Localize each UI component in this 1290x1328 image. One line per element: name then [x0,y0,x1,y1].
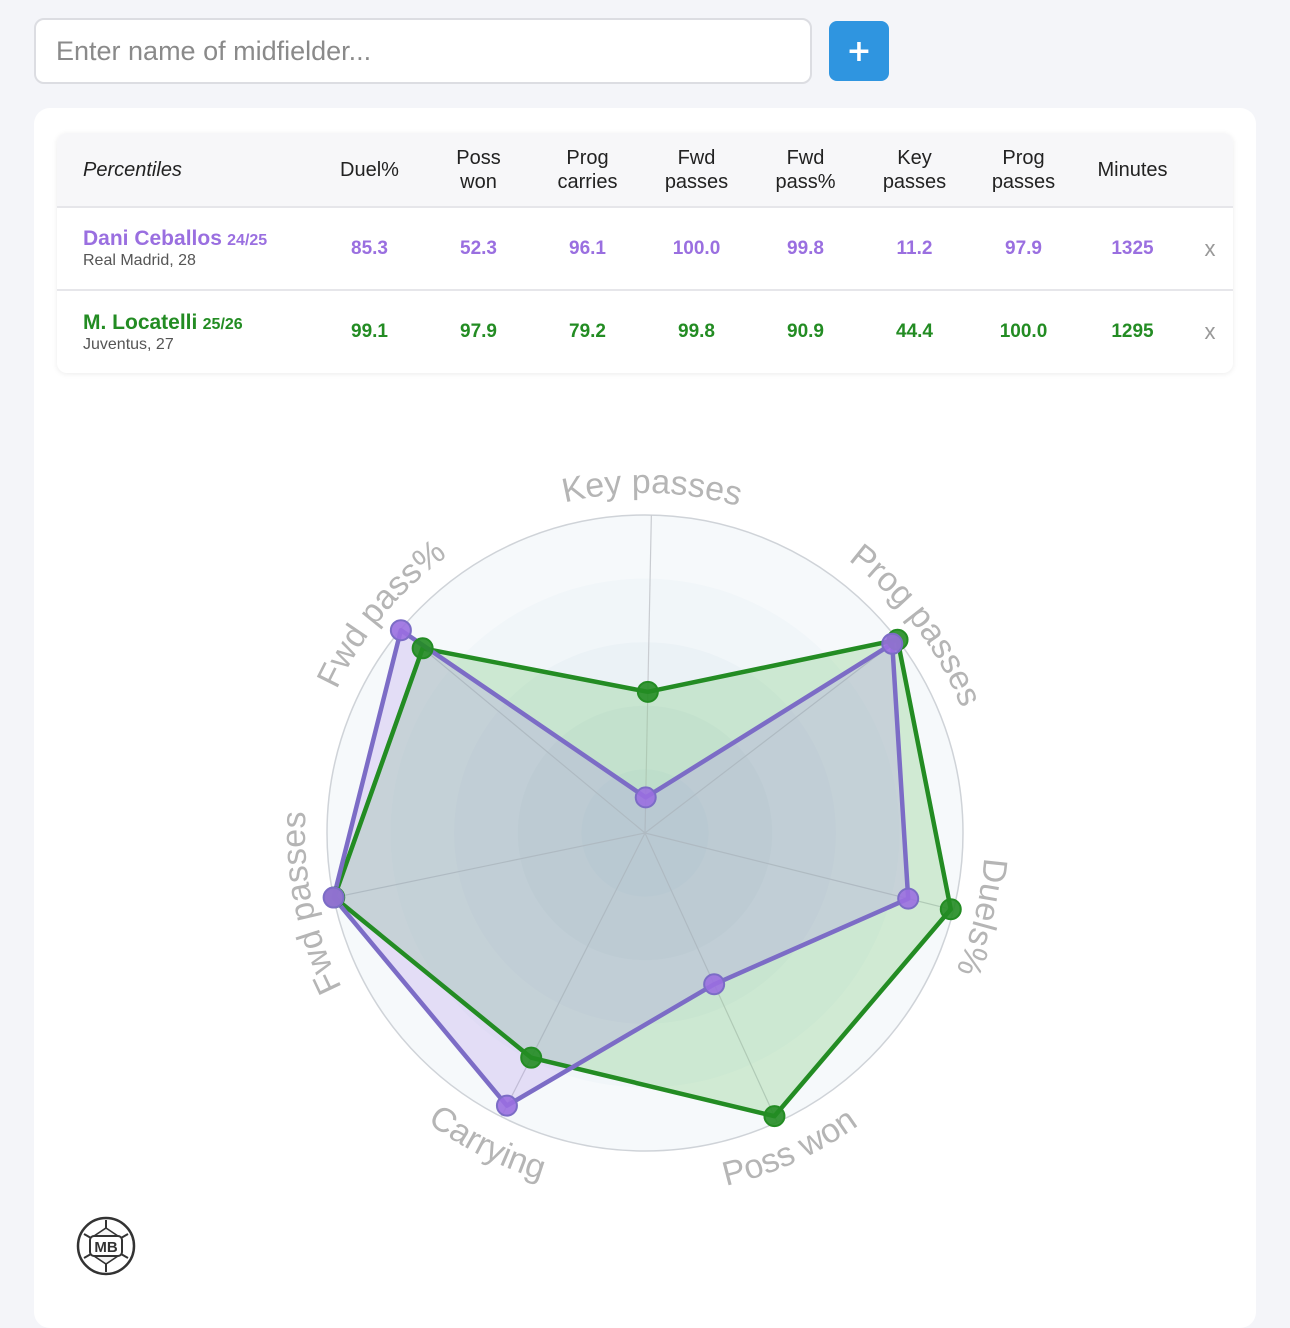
player-season: 24/25 [227,232,268,249]
radar-point[interactable] [939,898,962,921]
radar-point[interactable] [636,680,659,703]
radar-spoke [400,629,646,834]
stat-value: 100.0 [672,237,721,259]
stat-value: 90.9 [787,321,824,342]
stat-value: 99.8 [787,237,824,259]
stat-value: 99.1 [351,321,388,342]
radar-point[interactable] [897,887,920,910]
radar-series-line [331,627,911,1108]
stat-value: 100.0 [999,321,1048,342]
column-header: Prog passes [991,146,1056,193]
remove-player-button[interactable]: x [1204,235,1216,261]
player-name[interactable]: M. Locatelli [83,310,198,334]
column-header: Duel% [340,158,399,181]
stat-value: 97.9 [460,321,497,342]
column-header: Fwd passes [664,146,729,193]
player-season: 25/26 [202,315,243,333]
column-header: Key passes [882,146,947,193]
radar-point[interactable] [520,1046,543,1069]
radar-series-area [334,639,951,1117]
radar-point[interactable] [495,1094,518,1117]
table-header: Percentiles Duel% Poss won Prog carries Fw… [57,133,1233,207]
player-cell: M. Locatelli 25/26 Juventus, 27 [57,290,315,373]
logo-text: MB [94,1239,117,1256]
remove-player-button[interactable]: x [1204,319,1216,344]
radar-spoke [333,832,646,899]
player-cell: Dani Ceballos 24/25 Real Madrid, 28 [57,207,315,290]
column-header: Fwd pass% [775,146,836,193]
stat-value: 85.3 [351,237,388,259]
radar-spoke [500,832,646,1117]
radar-point[interactable] [703,973,726,996]
stat-value: 97.9 [1005,237,1042,259]
radar-spoke [644,515,652,834]
stat-value: 1325 [1111,237,1154,259]
search-row: + [34,18,894,84]
stat-value: 52.3 [460,237,497,259]
radar-series-group [322,619,962,1128]
radar-axis-label: Key passes [558,463,746,514]
stat-value: 79.2 [569,321,606,342]
radar-point[interactable] [389,619,412,642]
player-name[interactable]: Dani Ceballos [83,227,222,250]
stat-value: 44.4 [896,321,933,342]
radar-point[interactable] [881,632,904,655]
stat-value: 1295 [1111,321,1154,342]
percentiles-header: Percentiles [83,158,182,181]
mb-logo: MB [76,1216,136,1276]
radar-point[interactable] [322,886,345,909]
column-header: Poss won [456,146,501,193]
column-header: Prog carries [557,146,618,193]
radar-spoke [644,639,898,834]
radar-point[interactable] [411,637,434,660]
player-club-age: Juventus, 27 [83,335,174,353]
radar-series-line [331,637,954,1119]
search-input[interactable] [34,18,812,84]
column-header: Minutes [1097,158,1168,181]
table-row: Dani Ceballos 24/25 Real Madrid, 28 85.3… [57,207,1233,290]
player-club-age: Real Madrid, 28 [83,252,196,269]
radar-series-area [333,630,909,1106]
radar-point[interactable] [634,786,657,809]
stat-value: 96.1 [569,237,606,259]
stat-value: 99.8 [678,321,715,342]
radar-point[interactable] [763,1105,786,1128]
stat-value: 11.2 [896,237,933,259]
table-row: M. Locatelli 25/26 Juventus, 27 99.1 97.… [57,290,1233,373]
percentiles-table: Percentiles Duel% Poss won Prog carries Fw… [57,133,1233,373]
add-player-button[interactable]: + [829,21,889,81]
